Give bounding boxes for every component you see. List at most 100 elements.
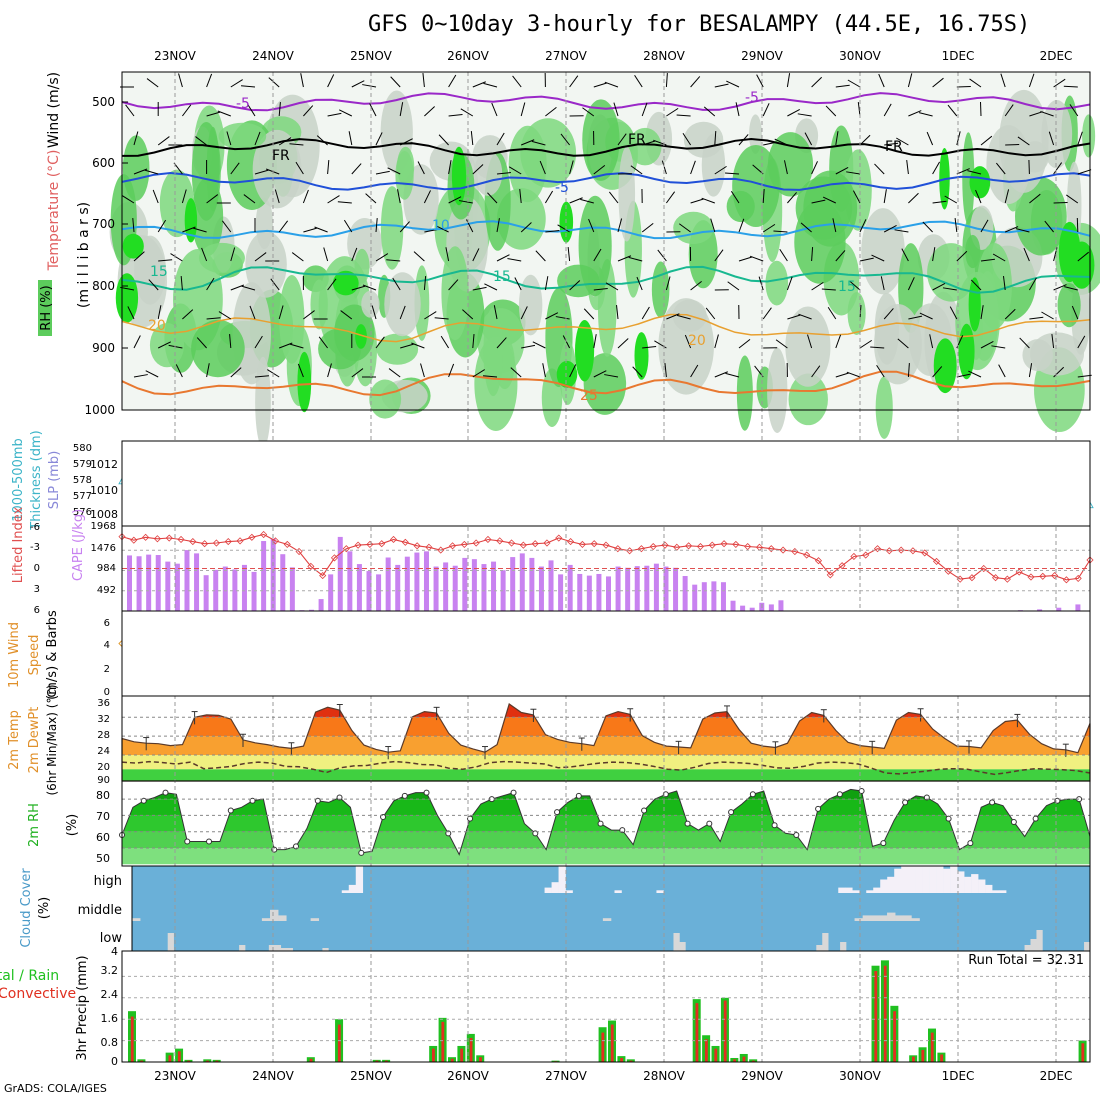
wind-barb xyxy=(371,305,377,320)
wind-barb xyxy=(1004,189,1010,204)
cape-bar xyxy=(491,561,497,611)
wind-barb xyxy=(291,252,304,262)
wind-barb xyxy=(703,106,716,117)
wind-barb xyxy=(337,201,352,204)
rh-shade xyxy=(673,211,714,245)
temperature-contour xyxy=(121,171,1091,191)
precip-conv-bar xyxy=(384,1060,388,1062)
cape-tick: 492 xyxy=(97,585,116,596)
rh-shade xyxy=(861,208,905,295)
wind-barb xyxy=(1000,73,1006,88)
wind-barb xyxy=(448,363,455,378)
rh-marker xyxy=(249,797,256,804)
rh-shade xyxy=(986,125,1031,205)
wind-barb xyxy=(496,132,505,146)
temp-line xyxy=(121,703,1091,782)
cape-bar xyxy=(711,581,717,611)
temp-tick: 28 xyxy=(97,730,110,741)
wind-barb xyxy=(483,375,498,378)
rh-shade xyxy=(441,246,469,341)
wind-barb xyxy=(1029,316,1044,320)
wind-barb xyxy=(1029,111,1043,117)
wind-barb xyxy=(884,142,899,146)
wind-barb xyxy=(510,367,522,378)
precip-tick: 2.4 xyxy=(101,988,119,1001)
precip-conv-bar xyxy=(450,1058,454,1062)
date-label-bottom: 24NOV xyxy=(252,1069,294,1083)
li-marker xyxy=(567,538,575,546)
cape-tick: 984 xyxy=(97,563,116,574)
wind-barb xyxy=(822,196,837,204)
li-marker xyxy=(1062,576,1070,584)
temp-tick: 20 xyxy=(97,762,110,773)
cape-bar xyxy=(270,538,276,611)
wind-barb xyxy=(726,80,740,88)
cape-bar xyxy=(146,554,152,611)
wind-barb xyxy=(274,189,280,204)
precip-conv-bar xyxy=(479,1057,482,1062)
rh-shade xyxy=(518,274,543,336)
wind-barb xyxy=(120,286,135,291)
wind-barb xyxy=(1077,335,1086,349)
wind-barb xyxy=(617,218,623,233)
rh-marker xyxy=(467,815,474,822)
wind-barb xyxy=(735,102,740,117)
wind-barb xyxy=(876,364,885,378)
wind-barb xyxy=(448,160,452,175)
wind-barb xyxy=(835,131,839,146)
cape-bar xyxy=(404,556,410,611)
wind-barb xyxy=(980,219,989,233)
wind-barb xyxy=(641,306,650,320)
wind-barb xyxy=(907,277,915,291)
li-marker xyxy=(484,535,492,544)
li-marker xyxy=(708,541,716,549)
rh-marker xyxy=(206,838,213,845)
cape-bar xyxy=(692,584,698,611)
cloud-bar xyxy=(310,918,320,921)
rh-shade xyxy=(1041,99,1073,169)
wind-barb xyxy=(967,170,982,175)
precip-conv-bar xyxy=(375,1060,379,1062)
axis-label-precip-conv: Convective xyxy=(0,986,76,1002)
wind-barb xyxy=(665,191,676,204)
wind-barb xyxy=(496,337,507,349)
rh-tick: 70 xyxy=(96,810,110,823)
page-title: GFS 0~10day 3-hourly for BESALAMPY (44.5… xyxy=(368,12,1031,37)
wind-barb xyxy=(323,247,329,262)
wind-barb xyxy=(157,219,167,233)
cloud-bar xyxy=(887,912,896,921)
temperature-contour xyxy=(121,220,1091,240)
cape-bar xyxy=(548,560,554,611)
li-marker xyxy=(661,541,669,549)
wind-barb xyxy=(448,279,459,291)
rh-marker xyxy=(662,791,669,798)
axis-label-thickness-a: 1000-500mb xyxy=(11,438,26,522)
rh-high-shade xyxy=(933,338,957,394)
wind-barb xyxy=(968,370,982,378)
cloud-bar xyxy=(880,879,888,893)
wind-barb xyxy=(1028,277,1037,291)
cloud-bar xyxy=(280,948,288,951)
wind-barb xyxy=(303,105,314,117)
wind-barb xyxy=(593,82,608,88)
wind-barb xyxy=(918,112,933,117)
cape-bar xyxy=(577,573,583,611)
rh-marker xyxy=(597,820,604,827)
cape-bar xyxy=(682,576,688,611)
cloud-bar xyxy=(845,887,853,893)
wind-barb xyxy=(400,343,414,349)
li-marker xyxy=(401,538,409,546)
precip-conv-bar xyxy=(930,1032,934,1062)
wind-barb xyxy=(897,338,909,349)
wind-barb xyxy=(567,247,571,262)
wind-barb xyxy=(496,254,510,262)
rh-marker xyxy=(184,838,191,845)
wind-barb xyxy=(730,190,740,204)
wind-barb xyxy=(435,225,449,233)
wind-barb xyxy=(593,164,606,175)
wind-tick: 2 xyxy=(104,664,110,675)
cape-bar xyxy=(1075,604,1081,611)
contour-label: 10 xyxy=(432,218,450,234)
li-marker xyxy=(968,574,976,582)
wind-barb xyxy=(690,280,702,291)
